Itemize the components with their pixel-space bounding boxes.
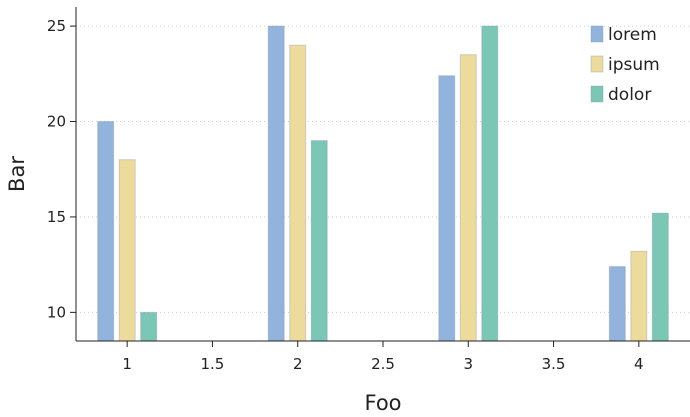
legend-label: ipsum: [608, 55, 660, 75]
bar-lorem-3: [438, 75, 456, 342]
y-tick-label: 20: [47, 113, 66, 131]
legend-label: dolor: [608, 85, 651, 105]
x-axis-label: Foo: [364, 391, 401, 415]
bar-dolor-2: [310, 140, 328, 342]
x-tick-label: 2: [293, 355, 303, 373]
x-tick-label: 1.5: [201, 355, 225, 373]
y-tick-label: 10: [47, 303, 66, 321]
legend-swatch-ipsum: [590, 55, 604, 73]
legend-swatch-dolor: [590, 85, 604, 103]
bar-ipsum-1: [118, 159, 136, 342]
bar-ipsum-2: [289, 44, 307, 342]
x-tick-label: 1: [122, 355, 132, 373]
bar-dolor-1: [140, 311, 158, 342]
legend: lorem ipsum dolor: [590, 25, 660, 105]
x-tick-label: 3: [464, 355, 474, 373]
y-axis-label: Bar: [5, 156, 29, 192]
y-tick-label: 25: [47, 17, 66, 35]
y-ticks: 10 15 20 25: [47, 17, 76, 321]
bar-lorem-4: [608, 266, 626, 342]
bar-lorem-1: [97, 121, 115, 342]
bar-ipsum-4: [630, 250, 648, 342]
bar-dolor-4: [651, 212, 669, 342]
x-tick-label: 3.5: [542, 355, 566, 373]
x-ticks: 1 1.5 2 2.5 3 3.5 4: [122, 341, 644, 373]
y-tick-label: 15: [47, 208, 66, 226]
legend-swatch-lorem: [590, 25, 604, 43]
x-tick-label: 2.5: [371, 355, 395, 373]
bar-dolor-3: [481, 25, 499, 342]
bars: [97, 25, 669, 342]
x-tick-label: 4: [634, 355, 644, 373]
legend-label: lorem: [608, 25, 657, 45]
bar-ipsum-3: [459, 54, 477, 342]
bar-lorem-2: [267, 25, 285, 342]
